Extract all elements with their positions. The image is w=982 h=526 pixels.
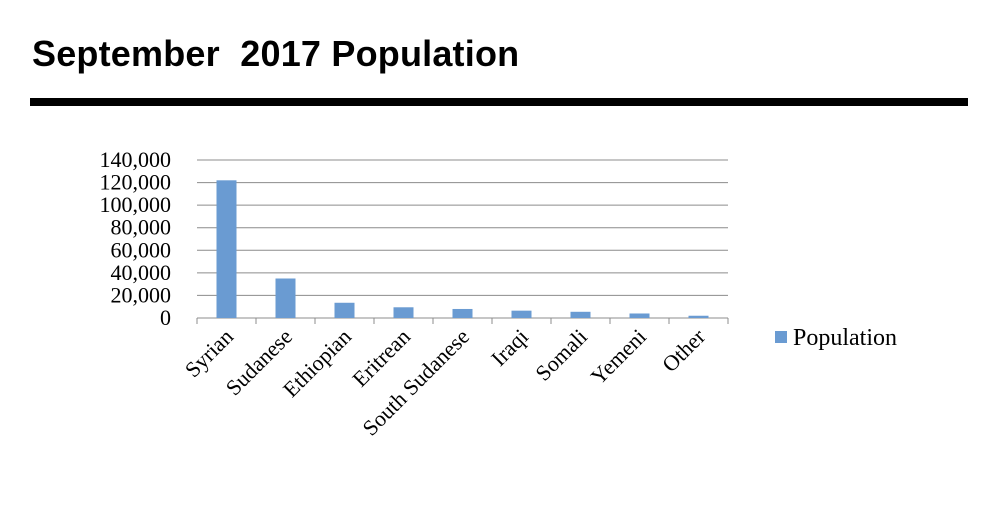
y-tick-label: 120,000 <box>100 170 172 195</box>
legend: Population <box>775 325 897 351</box>
title-divider <box>30 98 968 106</box>
y-tick-label: 100,000 <box>100 192 172 217</box>
bar-iraqi <box>511 310 532 318</box>
x-tick-label: Iraqi <box>486 324 533 371</box>
bar-eritrean <box>393 307 414 318</box>
x-tick-label: Yemeni <box>586 324 651 389</box>
legend-swatch <box>775 331 787 343</box>
y-tick-label: 40,000 <box>111 260 172 285</box>
y-tick-label: 0 <box>160 305 171 330</box>
y-tick-label: 80,000 <box>111 215 172 240</box>
x-tick-label: Other <box>657 323 711 377</box>
bar-ethiopian <box>334 302 355 318</box>
y-tick-label: 140,000 <box>100 147 172 172</box>
bar-somali <box>570 311 591 318</box>
bar-other <box>688 315 709 318</box>
bar-sudanese <box>275 278 296 318</box>
x-tick-label: South Sudanese <box>357 324 474 441</box>
bar-yemeni <box>629 313 650 318</box>
bars <box>216 180 709 318</box>
y-tick-label: 60,000 <box>111 237 172 262</box>
y-axis-tick-labels: 020,00040,00060,00080,000100,000120,0001… <box>100 147 172 330</box>
x-tick-label: Somali <box>530 324 592 386</box>
x-axis <box>196 318 729 324</box>
y-tick-label: 20,000 <box>111 282 172 307</box>
slide-title: September 2017 Population <box>32 33 520 74</box>
legend-label: Population <box>793 325 897 351</box>
bar-south-sudanese <box>452 308 473 318</box>
bar-syrian <box>216 180 237 318</box>
